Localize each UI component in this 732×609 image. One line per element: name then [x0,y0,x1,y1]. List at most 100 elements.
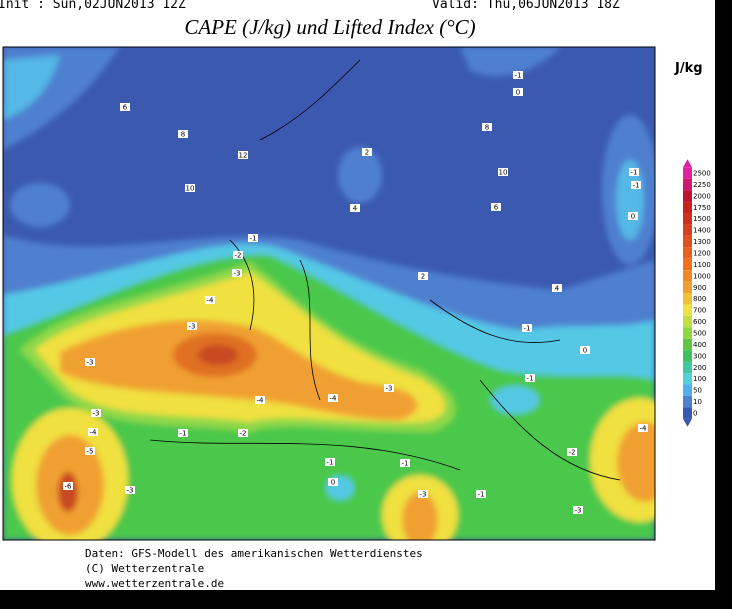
colorbar-segment [683,270,692,282]
contour-label: -2 [569,449,576,457]
colorbar-label: 1100 [693,261,711,269]
colorbar-label: 200 [693,364,706,372]
contour-label: -1 [327,459,334,467]
contour-label-box [178,429,188,437]
contour-label-box [628,212,638,220]
contour-label-box [120,103,130,111]
contour-label: 10 [499,169,508,177]
contour-label: -1 [478,491,485,499]
contour-label-box [91,409,101,417]
colorbar-segment [683,350,692,362]
colorbar-label: 0 [693,410,697,418]
contour-label: -1 [250,235,257,243]
contour-label-box [638,424,648,432]
contour-label: -4 [640,425,648,433]
contour-label-box [567,448,577,456]
title: CAPE (J/kg) und Lifted Index (°C) [184,15,475,39]
contour-label-box [88,428,98,436]
contour-label: 4 [353,205,358,213]
contour-label-box [85,447,95,455]
colorbar-label: 1000 [693,272,711,280]
footer-line: www.wetterzentrale.de [85,577,224,590]
contour-label: -3 [93,410,100,418]
colorbar-label: 2000 [693,192,711,200]
contour-label: -2 [235,252,242,260]
contour-label: -3 [420,491,427,499]
colorbar-label: 1200 [693,250,711,258]
colorbar-segment [683,373,692,385]
colorbar-label: 300 [693,352,706,360]
colorbar-label: 1500 [693,215,711,223]
colorbar-label: 800 [693,295,706,303]
contour-label: 8 [485,124,489,132]
contour-label: -1 [527,375,534,383]
colorbar-label: 10 [693,398,702,406]
contour-label-box [328,478,338,486]
contour-labels: -1 0 6 8 12 10 2 4 8 10 6 2 4 -1 -1 0 -1 -2 -3 -4 -3 -3 -4 -4 -3… [63,71,648,515]
colorbar-segment [683,247,692,259]
contour-label: -4 [90,429,98,437]
contour-label: -5 [87,448,94,456]
footer-line: Daten: GFS-Modell des amerikanischen Wet… [85,547,423,560]
contour-label: 0 [583,347,587,355]
contour-label: 2 [421,273,425,281]
colorbar-segment [683,190,692,202]
colorbar-segment [683,213,692,225]
contour-label: -6 [65,483,73,491]
contour-label: -4 [330,395,338,403]
colorbar-segment [683,338,692,351]
contour-label: -3 [386,385,393,393]
contour-label-box [350,204,360,212]
contour-label: -1 [515,72,522,80]
contour-label-box [525,374,535,382]
contour-label-box [552,284,562,292]
colorbar-segment [683,384,692,396]
contour-label-box [362,148,372,156]
colorbar-tip [683,418,692,427]
contour-label: -3 [234,270,241,278]
contour-label-box [328,394,338,402]
colorbar-tip [683,159,692,168]
contour-label: 12 [239,152,248,160]
colorbar-label: 50 [693,387,702,395]
contour-label-box [205,296,215,304]
colorbar-segment [683,201,692,214]
contour-label: -4 [257,397,265,405]
colorbar-label: 1400 [693,227,711,235]
contour-label: -1 [631,169,638,177]
colorbar-segment [683,167,692,179]
colorbar-segment [683,315,692,328]
colorbar-segment [683,327,692,339]
colorbar-segment [683,224,692,236]
contour-label-box [476,490,486,498]
contour-label: 0 [516,89,520,97]
contour-label-box [498,168,508,176]
contour-label-box [248,234,258,242]
contour-label: 4 [555,285,560,293]
contour-label: 0 [331,479,335,487]
contour-label-box [580,346,590,354]
init-time: Init : Sun,02JUN2013 12Z [0,0,186,12]
colorbar-label: 600 [693,318,706,326]
colorbar-segment [683,281,692,294]
colorbar: 2500225020001750150014001300120011001000… [683,159,711,427]
contour-label-box [384,384,394,392]
contour-label-box [187,322,197,330]
contour-label-box [125,486,135,494]
contour-label: -4 [207,297,215,305]
footer-line: (C) Wetterzentrale [85,562,204,575]
contour-label: -3 [127,487,134,495]
contour-label-box [631,181,641,189]
contour-label: 2 [365,149,369,157]
colorbar-label: 500 [693,330,706,338]
colorbar-label: 100 [693,375,706,383]
contour-label-box [522,324,532,332]
contour-label-box [573,506,583,514]
contour-label: -3 [575,507,582,515]
contour-label-box [418,490,428,498]
contour-label-box [63,482,73,490]
colorbar-label: 2250 [693,181,711,189]
contour-label-box [400,459,410,467]
legend-unit: J/kg [674,61,703,76]
